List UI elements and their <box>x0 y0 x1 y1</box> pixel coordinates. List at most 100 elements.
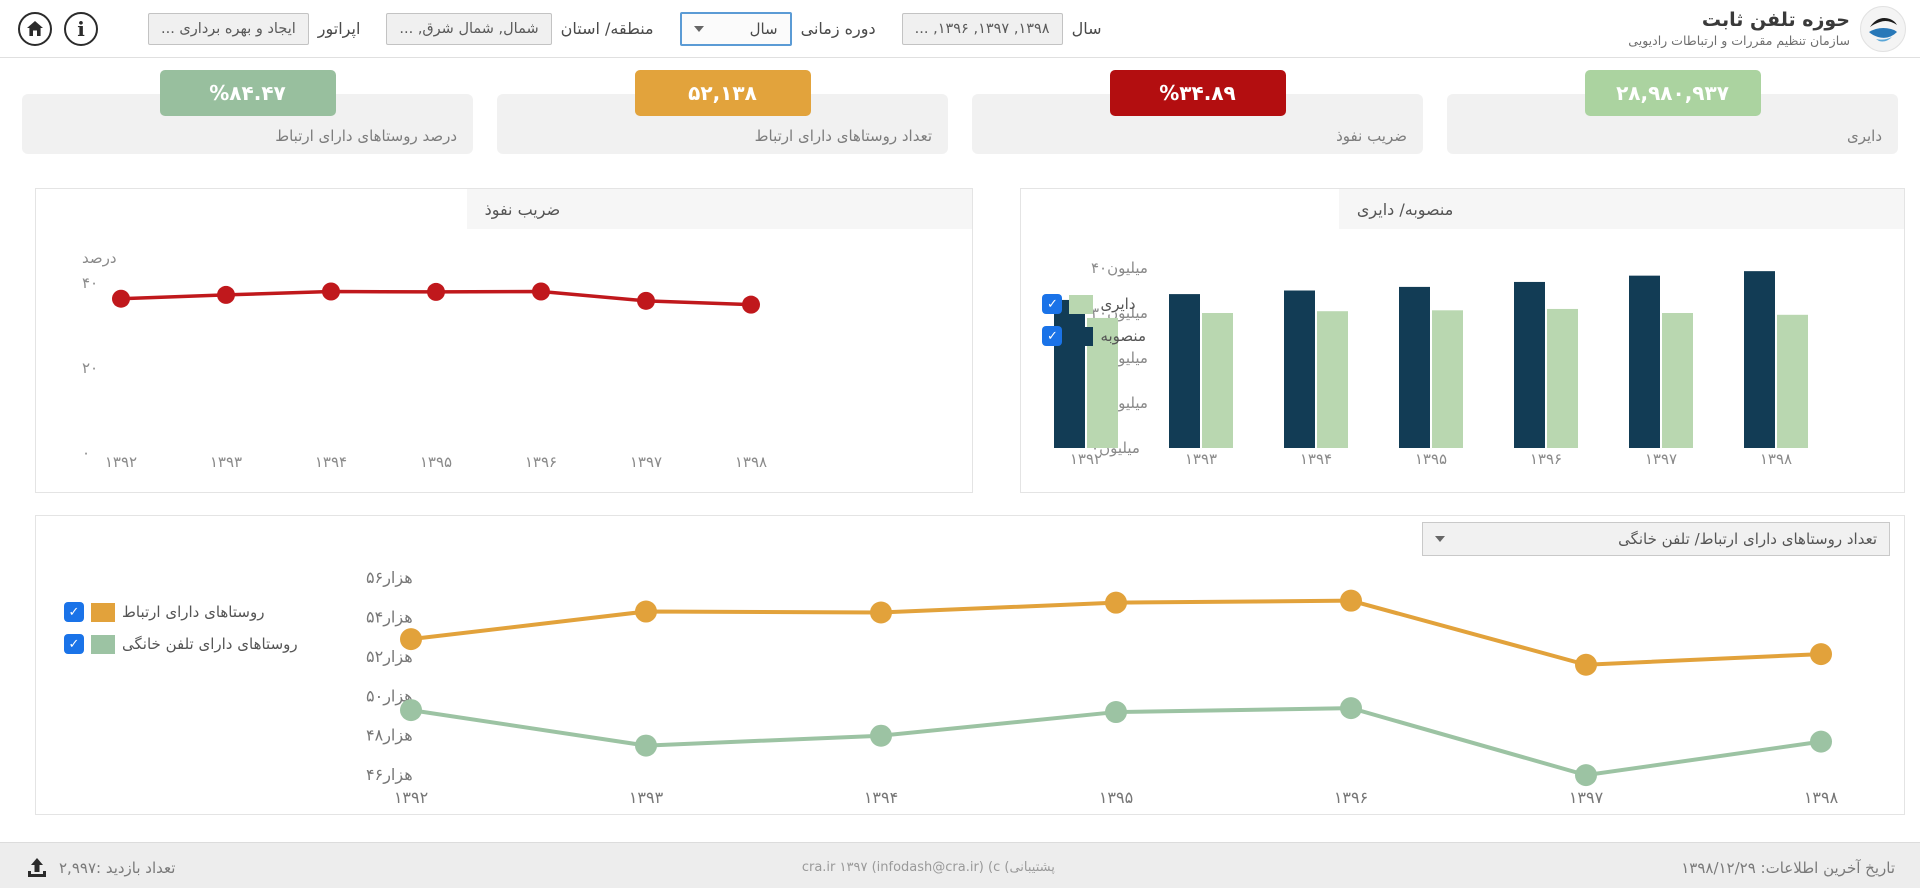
chevron-down-icon <box>1435 536 1445 542</box>
copyright-text: cra.ir ۱۳۹۷ (infodash@cra.ir) (c (پشتیبا… <box>801 860 1055 875</box>
legend-item: روستاهای دارای ارتباط <box>64 602 298 622</box>
data-point[interactable] <box>1810 643 1832 666</box>
filter-period-value: سال <box>749 19 778 38</box>
filter-year-label: سال <box>1071 19 1102 38</box>
filter-region-button[interactable]: شمال, شمال شرق, ... <box>386 12 552 45</box>
upload-icon[interactable] <box>25 856 49 880</box>
y-tick-label: هزار۵۶ <box>366 568 413 588</box>
legend-item: منصوبه <box>1042 326 1146 346</box>
filter-year-button[interactable]: ۱۳۹۸, ۱۳۹۷, ۱۳۹۶, ... <box>901 12 1063 45</box>
bar[interactable] <box>1744 271 1775 448</box>
y-axis-unit-label: درصد <box>82 249 117 267</box>
legend-swatch <box>91 602 115 622</box>
kpi-row: ۲۸,۹۸۰,۹۳۷ دایری %۳۴.۸۹ ضریب نفوذ ۵۲,۱۳۸… <box>22 70 1898 154</box>
x-tick-label: ۱۳۹۲ <box>1070 450 1102 468</box>
legend-swatch <box>1069 326 1094 346</box>
y-tick-label: میلیون۴۰ <box>1091 259 1148 277</box>
bar[interactable] <box>1054 299 1085 448</box>
data-point[interactable] <box>322 282 340 301</box>
data-point[interactable] <box>1575 653 1597 676</box>
villages-chart-panel: تعداد روستاهای دارای ارتباط/ تلفن خانگی … <box>35 515 1905 815</box>
data-point[interactable] <box>532 282 550 301</box>
filter-operator: اپراتور ایجاد و بهره برداری ... <box>148 12 360 45</box>
data-point[interactable] <box>1810 730 1832 753</box>
legend-swatch <box>1069 294 1094 314</box>
y-tick-label: هزار۵۲ <box>366 647 413 667</box>
data-point[interactable] <box>1105 591 1127 614</box>
x-tick-label: ۱۳۹۴ <box>1300 450 1332 468</box>
data-point[interactable] <box>870 601 892 624</box>
bar[interactable] <box>1777 314 1808 448</box>
cra-logo-icon <box>1860 5 1906 52</box>
y-tick-label: هزار۴۶ <box>366 765 413 785</box>
villages-chart-legend: روستاهای دارای ارتباط روستاهای دارای تلفن… <box>64 602 298 654</box>
legend-swatch <box>91 634 115 654</box>
x-tick-label: ۱۳۹۷ <box>1569 788 1604 807</box>
y-tick-label: هزار۵۰ <box>366 686 413 706</box>
y-tick-label: ۰ <box>82 444 90 462</box>
bar[interactable] <box>1432 310 1463 448</box>
kpi-value-badge: ۲۸,۹۸۰,۹۳۷ <box>1584 70 1761 116</box>
data-point[interactable] <box>1340 697 1362 720</box>
data-point[interactable] <box>742 295 760 314</box>
penetration-chart-title: ضریب نفوذ <box>466 189 972 229</box>
brand: حوزه تلفن ثابت سازمان تنظیم مقررات و ارت… <box>1628 5 1906 52</box>
footer: تاریخ آخرین اطلاعات: ۱۳۹۸/۱۲/۲۹ cra.ir ۱… <box>0 842 1920 888</box>
legend-item: روستاهای دارای تلفن خانگی <box>64 634 298 654</box>
x-tick-label: ۱۳۹۷ <box>630 453 662 471</box>
bar[interactable] <box>1662 313 1693 448</box>
legend-checkbox-icon[interactable] <box>64 602 84 622</box>
x-tick-label: ۱۳۹۳ <box>629 788 664 807</box>
installed-working-bar-chart: میلیون۴۰میلیون۳۰میلیون۲۰میلیون۱۰میلیون۰۱… <box>1054 259 1808 468</box>
data-point[interactable] <box>1575 764 1597 787</box>
villages-chart-title-dropdown[interactable]: تعداد روستاهای دارای ارتباط/ تلفن خانگی <box>1422 522 1890 556</box>
data-point[interactable] <box>1340 589 1362 612</box>
data-point[interactable] <box>635 600 657 623</box>
bar[interactable] <box>1202 313 1233 448</box>
filter-region: منطقه/ استان شمال, شمال شرق, ... <box>386 12 654 45</box>
page-subtitle: سازمان تنظیم مقررات و ارتباطات رادیویی <box>1628 33 1850 48</box>
x-tick-label: ۱۳۹۸ <box>735 453 767 471</box>
villages-line-chart: هزار۵۶ هزار۵۴ هزار۵۲ هزار۵۰ هزار۴۸ هزار۴۶ ۱۳۹۲… <box>366 568 1839 807</box>
filter-period-select[interactable]: سال <box>679 11 792 46</box>
bar[interactable] <box>1399 286 1430 448</box>
legend-label: روستاهای دارای تلفن خانگی <box>122 635 298 653</box>
filter-region-label: منطقه/ استان <box>560 19 654 38</box>
kpi-card-villages-percent: %۸۴.۴۷ درصد روستاهای دارای ارتباط <box>22 70 473 154</box>
data-point[interactable] <box>217 285 235 304</box>
home-icon[interactable] <box>18 11 52 46</box>
data-point[interactable] <box>112 289 130 308</box>
last-update-text: تاریخ آخرین اطلاعات: ۱۳۹۸/۱۲/۲۹ <box>1681 858 1895 877</box>
bar[interactable] <box>1547 308 1578 448</box>
data-point[interactable] <box>400 628 422 651</box>
bar[interactable] <box>1169 294 1200 448</box>
data-point[interactable] <box>1105 701 1127 724</box>
bar[interactable] <box>1629 275 1660 448</box>
legend-checkbox-icon[interactable] <box>1042 294 1063 314</box>
legend-label: روستاهای دارای ارتباط <box>122 603 265 621</box>
y-tick-label: هزار۴۸ <box>366 726 413 746</box>
brand-texts: حوزه تلفن ثابت سازمان تنظیم مقررات و ارت… <box>1628 9 1850 48</box>
kpi-card-villages-connected: ۵۲,۱۳۸ تعداد روستاهای دارای ارتباط <box>497 70 948 154</box>
data-point[interactable] <box>637 291 655 310</box>
x-tick-label: ۱۳۹۵ <box>420 453 452 471</box>
legend-label: دایری <box>1100 295 1136 313</box>
data-point[interactable] <box>427 282 445 301</box>
bar[interactable] <box>1317 311 1348 448</box>
data-point[interactable] <box>635 734 657 757</box>
data-point[interactable] <box>870 724 892 747</box>
kpi-value-badge: %۸۴.۴۷ <box>159 70 336 116</box>
legend-label: منصوبه <box>1100 327 1146 345</box>
bar[interactable] <box>1514 281 1545 448</box>
data-point[interactable] <box>400 699 422 722</box>
y-tick-label: هزار۵۴ <box>366 607 413 627</box>
bar-chart-panel: منصوبه/ دایری میلیون۴۰میلیون۳۰میلیون۲۰می… <box>1020 188 1905 493</box>
kpi-value-badge: %۳۴.۸۹ <box>1109 70 1286 116</box>
bar-chart-legend: دایری منصوبه <box>1042 294 1146 346</box>
bar[interactable] <box>1284 290 1315 449</box>
legend-checkbox-icon[interactable] <box>64 634 84 654</box>
x-tick-label: ۱۳۹۳ <box>1185 450 1217 468</box>
info-icon[interactable]: i <box>64 11 98 46</box>
legend-checkbox-icon[interactable] <box>1042 326 1063 346</box>
filter-operator-button[interactable]: ایجاد و بهره برداری ... <box>148 12 309 45</box>
